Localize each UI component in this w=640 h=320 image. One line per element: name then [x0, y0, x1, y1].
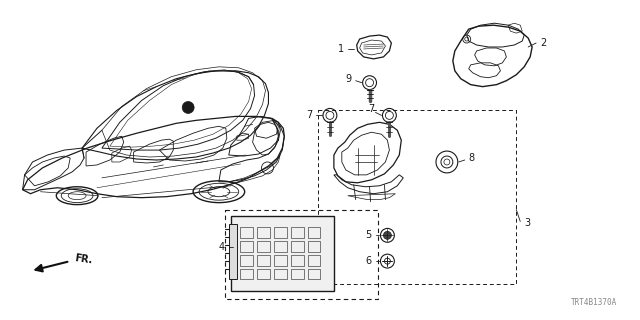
- FancyBboxPatch shape: [231, 215, 334, 291]
- Circle shape: [383, 231, 392, 239]
- Text: 6: 6: [365, 256, 372, 266]
- Text: 1: 1: [338, 44, 344, 54]
- Text: 5: 5: [365, 230, 372, 240]
- Text: 2: 2: [540, 38, 547, 48]
- Text: 4: 4: [219, 242, 225, 252]
- Text: 8: 8: [468, 153, 475, 163]
- Text: 3: 3: [524, 219, 531, 228]
- FancyBboxPatch shape: [228, 224, 237, 279]
- Text: 9: 9: [346, 74, 352, 84]
- Text: 7: 7: [306, 110, 312, 120]
- Text: TRT4B1370A: TRT4B1370A: [571, 298, 618, 307]
- Text: FR.: FR.: [74, 253, 93, 265]
- Text: 7: 7: [369, 104, 374, 115]
- Circle shape: [182, 101, 194, 113]
